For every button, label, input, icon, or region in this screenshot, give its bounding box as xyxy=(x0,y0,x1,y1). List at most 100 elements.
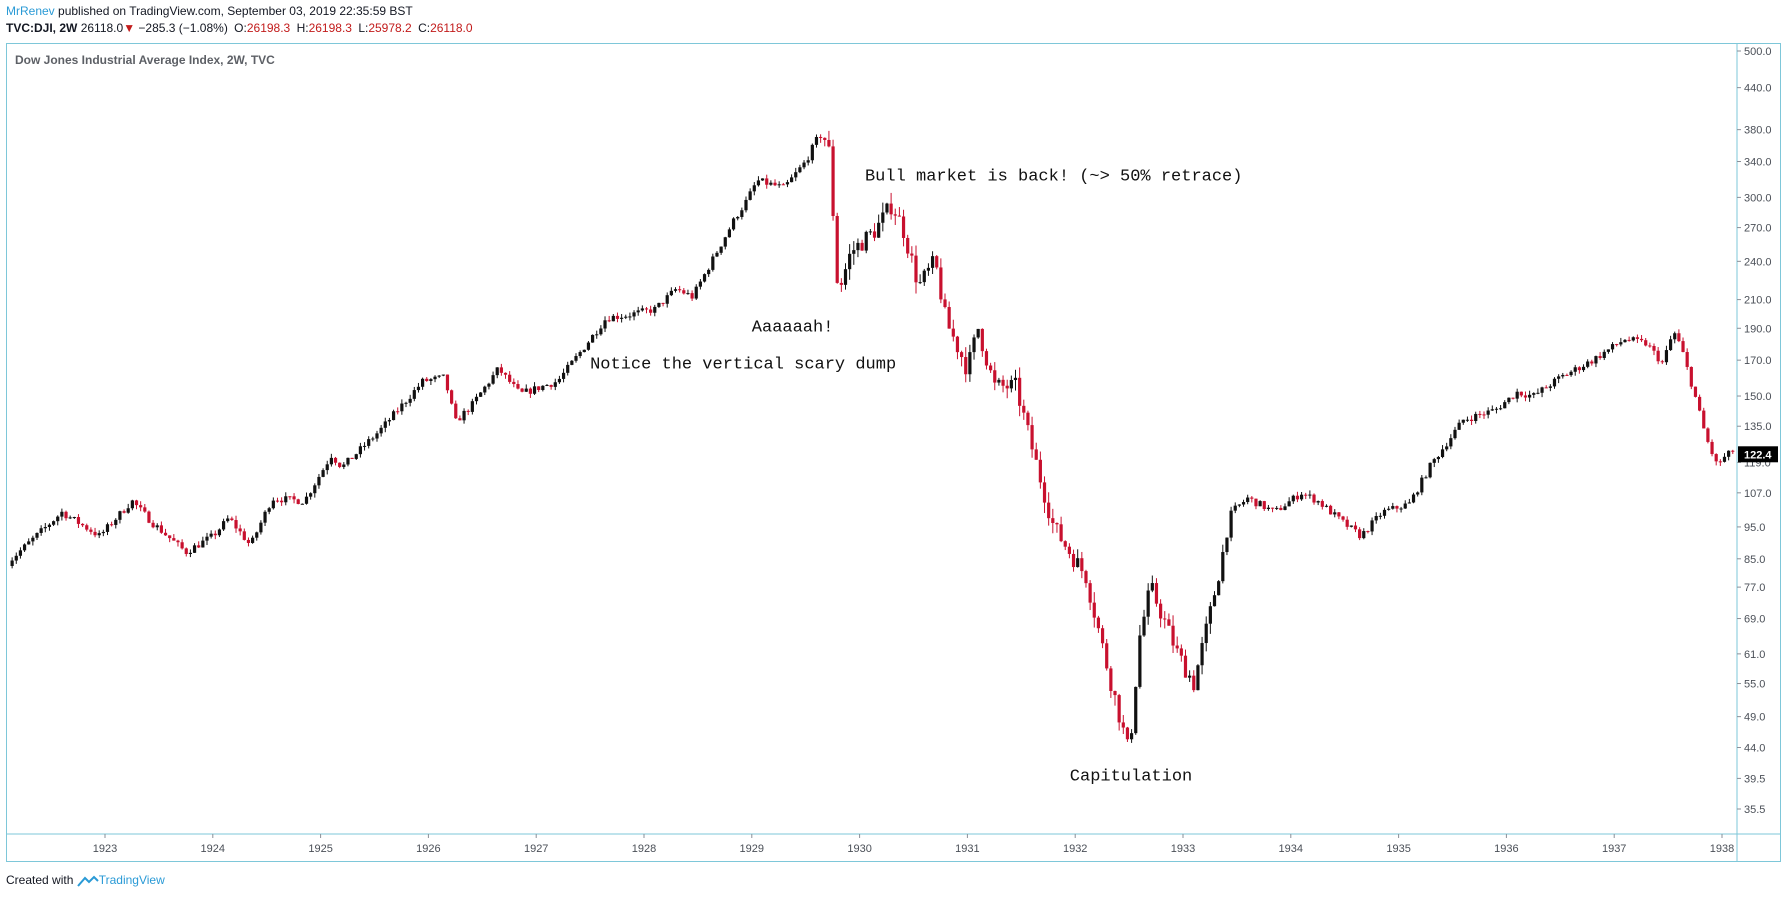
candle-body xyxy=(1565,374,1569,376)
candle-body xyxy=(126,508,130,513)
candle-body xyxy=(1262,501,1266,509)
candle-body xyxy=(781,184,785,186)
candle-body xyxy=(1105,643,1109,669)
candle-body xyxy=(906,237,910,254)
candle-body xyxy=(43,527,47,529)
chart-frame[interactable] xyxy=(6,43,1781,862)
candle-body xyxy=(719,246,723,253)
time-tick-label: 1936 xyxy=(1494,843,1518,855)
candle-body xyxy=(1366,531,1370,533)
candle-body xyxy=(831,146,835,216)
candle-body xyxy=(271,500,275,509)
candle-body xyxy=(321,470,325,477)
candle-body xyxy=(1668,339,1673,351)
candle-body xyxy=(1270,507,1275,509)
candle-body xyxy=(1250,497,1254,499)
candle-body xyxy=(810,144,814,161)
candle-body xyxy=(1154,583,1159,604)
candle-body xyxy=(420,378,425,387)
author-link[interactable]: MrRenev xyxy=(6,4,55,18)
close-label: C: xyxy=(418,21,431,35)
candle-body xyxy=(930,256,935,268)
candle-body xyxy=(143,507,147,512)
candle-body xyxy=(1382,509,1387,516)
candle-body xyxy=(843,269,848,285)
candle-body xyxy=(1449,438,1453,447)
candle-body xyxy=(682,290,686,294)
time-axis[interactable]: 1923 1924 1925 1926 1927 1928 1929 1930 1931 1932… xyxy=(93,834,1734,855)
price-tick-label: 210.0 xyxy=(1744,295,1772,307)
candle-body xyxy=(1188,675,1192,678)
price-tick-label: 150.0 xyxy=(1744,391,1772,403)
candle-body xyxy=(628,316,632,318)
candle-body xyxy=(454,403,458,419)
candle-body xyxy=(487,383,491,387)
candle-body xyxy=(989,365,993,371)
candles-group xyxy=(10,130,1735,743)
candle-body xyxy=(765,178,769,185)
time-tick-label: 1927 xyxy=(524,843,548,855)
price-tick-label: 69.0 xyxy=(1744,614,1765,626)
candle-body xyxy=(1718,461,1722,463)
candle-body xyxy=(537,386,541,390)
candle-body xyxy=(1660,361,1664,363)
candle-body xyxy=(649,309,653,313)
candle-body xyxy=(1113,690,1117,696)
symbol-label[interactable]: TVC:DJI, 2W xyxy=(6,21,78,35)
candle-body xyxy=(35,532,39,538)
candle-body xyxy=(939,267,943,300)
candle-body xyxy=(678,289,682,291)
candle-body xyxy=(653,306,657,313)
candle-body xyxy=(785,182,790,185)
candle-body xyxy=(309,493,313,497)
candle-body xyxy=(943,299,947,308)
candle-body xyxy=(1656,350,1660,362)
price-tick-label: 85.0 xyxy=(1744,554,1765,566)
candle-body xyxy=(686,293,690,295)
tradingview-brand-link[interactable]: TradingView xyxy=(98,873,165,887)
candle-body xyxy=(1722,456,1727,462)
candle-body xyxy=(1254,498,1258,507)
candle-body xyxy=(1088,583,1092,603)
candle-body xyxy=(1022,405,1026,413)
candle-body xyxy=(1615,344,1619,346)
candle-body xyxy=(1208,606,1212,624)
candle-body xyxy=(201,540,205,548)
price-tick-label: 440.0 xyxy=(1744,83,1772,95)
price-tick-label: 77.0 xyxy=(1744,582,1765,594)
candle-body xyxy=(1229,510,1233,538)
candle-body xyxy=(968,352,972,375)
candle-body xyxy=(574,356,578,361)
candle-body xyxy=(690,293,694,299)
candle-body xyxy=(1445,446,1449,450)
low-value: 25978.2 xyxy=(368,21,412,35)
candle-body xyxy=(1071,553,1076,568)
low-label: L: xyxy=(358,21,369,35)
candle-body xyxy=(528,388,532,394)
candle-body xyxy=(964,357,968,375)
candle-body xyxy=(450,390,454,404)
candle-body xyxy=(51,521,56,525)
candle-body xyxy=(1109,668,1113,691)
candle-body xyxy=(1494,408,1499,410)
candle-body xyxy=(864,231,868,251)
candle-body xyxy=(1507,397,1511,403)
price-axis[interactable]: 500.0 440.0 380.0 340.0 300.0 270.0 240.0 210.0… xyxy=(1737,46,1772,816)
candle-body xyxy=(657,302,661,307)
candle-body xyxy=(777,184,781,186)
candle-body xyxy=(723,237,727,247)
created-with-text: Created with xyxy=(6,873,74,887)
candle-body xyxy=(362,445,367,447)
candle-body xyxy=(172,538,176,541)
candle-body xyxy=(1051,518,1055,523)
candle-body xyxy=(1478,413,1482,415)
candle-body xyxy=(1503,402,1507,409)
candle-body xyxy=(1511,397,1515,399)
candle-body xyxy=(1324,505,1329,507)
candle-body xyxy=(491,375,495,384)
candle-body xyxy=(89,529,93,532)
candle-body xyxy=(155,525,159,528)
candle-body xyxy=(1544,387,1548,389)
candle-body xyxy=(1358,529,1362,539)
